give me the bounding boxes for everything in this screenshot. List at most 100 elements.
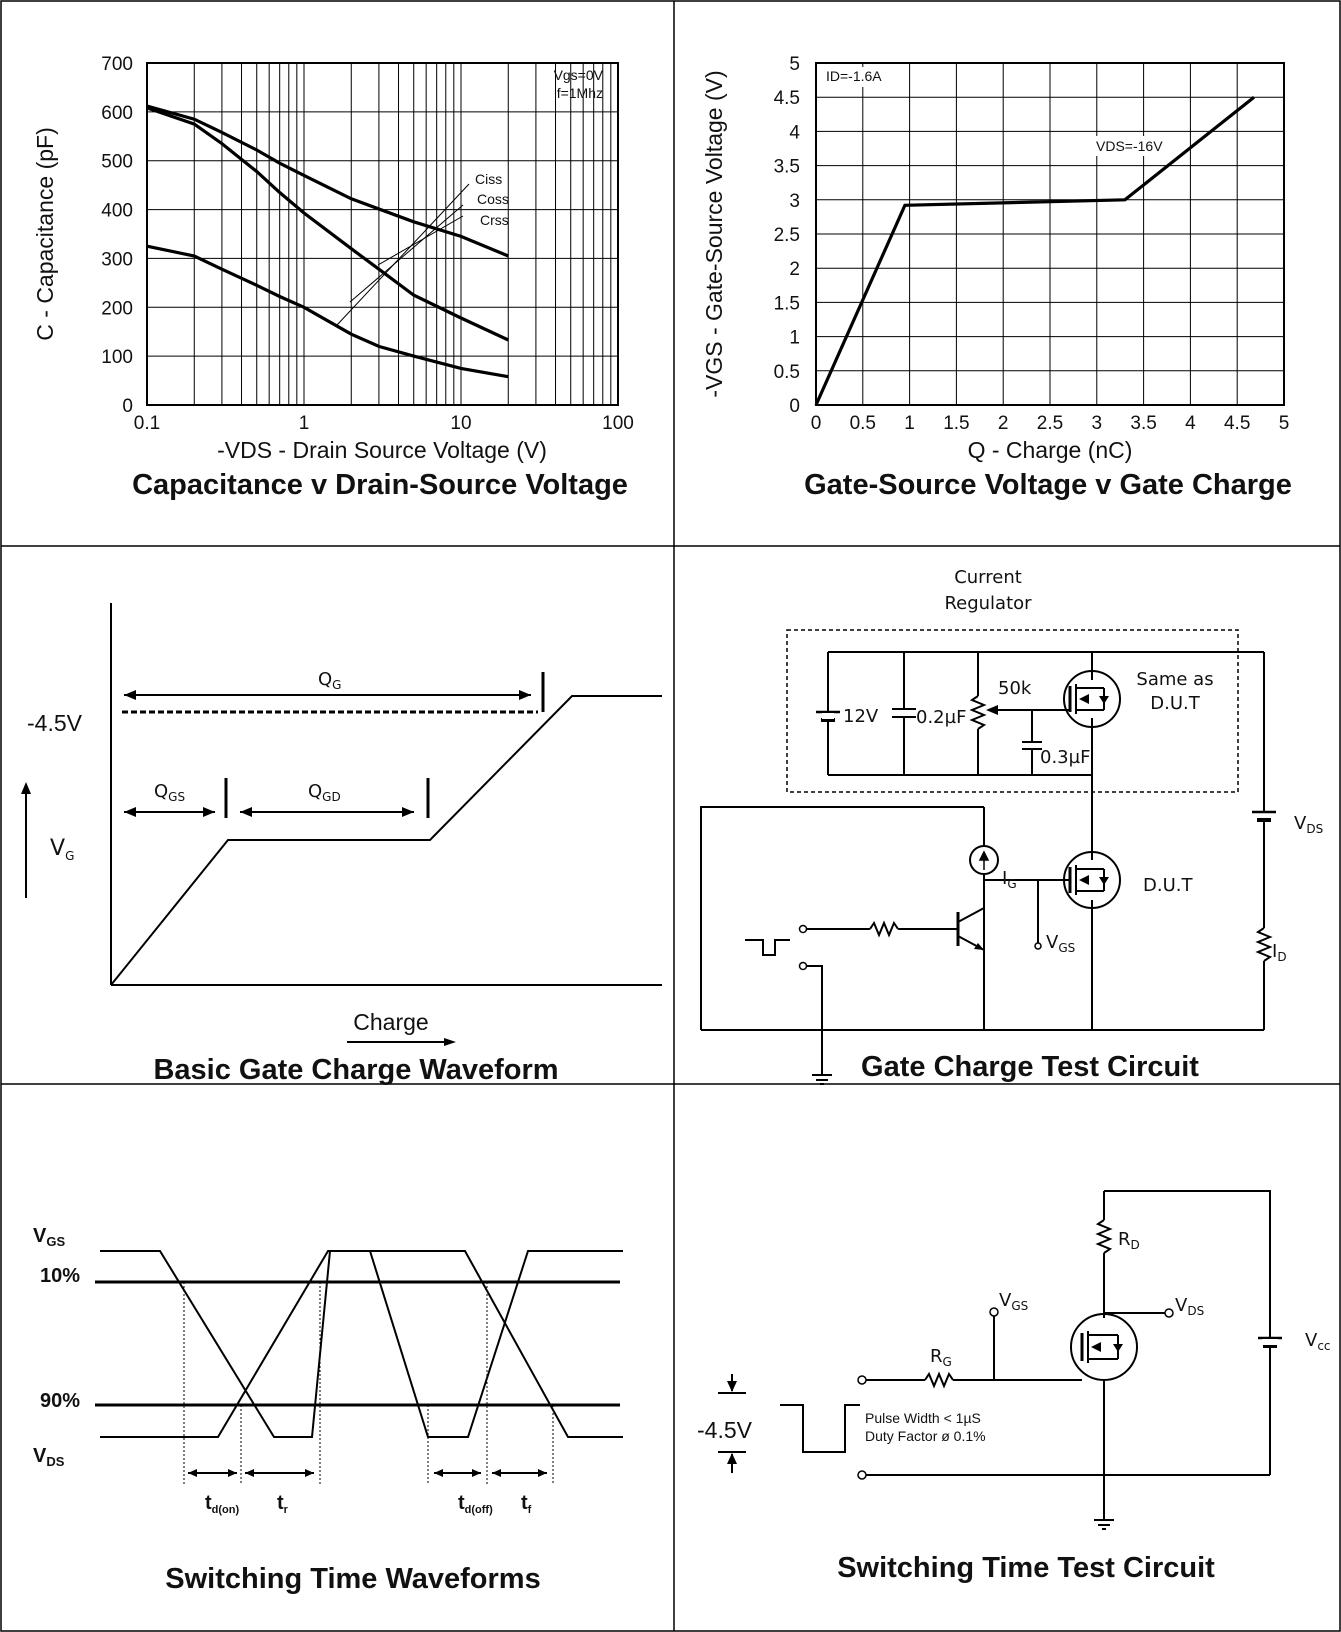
capacitance-y-label: C - Capacitance (pF) [32, 127, 58, 340]
qg-label: QG [318, 669, 341, 692]
gate-charge-x-tick: 5 [1279, 413, 1290, 434]
gate-charge-plot-frame [815, 62, 1285, 406]
regulator-label-2: Regulator [944, 593, 1032, 614]
legend-crss: Crss [480, 212, 509, 228]
switching-waveforms: VGS 10% 90% VDS td(on) tr td(off) tf Swi… [33, 1225, 623, 1595]
vcc-wire [1104, 1190, 1271, 1475]
gate-charge-x-tick: 4.5 [1224, 413, 1250, 434]
switching-waveform-title: Switching Time Waveforms [165, 1563, 540, 1595]
condition-vgs: Vgs=0V [554, 67, 604, 83]
gate-charge-x-tick: 1.5 [943, 413, 969, 434]
capacitance-legend: Ciss Coss Crss [336, 171, 509, 326]
condition-freq: f=1Mhz [557, 85, 603, 101]
capacitance-x-tick: 0.1 [134, 413, 160, 434]
pulse-width-note: Pulse Width < 1µS [865, 1410, 981, 1426]
sw-level-label: -4.5V [697, 1417, 753, 1443]
timing-arrowheads [188, 1469, 547, 1477]
capacitance-x-label: -VDS - Drain Source Voltage (V) [217, 437, 547, 463]
switching-circuit-title: Switching Time Test Circuit [837, 1552, 1215, 1584]
tf-label: tf [521, 1492, 532, 1516]
capacitance-x-tick: 100 [602, 413, 634, 434]
npn-collector [957, 907, 985, 923]
gate-charge-grid [815, 62, 1285, 406]
gate-charge-x-tick: 3.5 [1130, 413, 1156, 434]
switching-mosfet-icon [1070, 1313, 1138, 1381]
capacitance-y-tick: 200 [101, 298, 133, 319]
regulator-label-1: Current [954, 567, 1022, 588]
annotation-id: ID=-1.6A [826, 68, 882, 84]
cap1-gap [892, 709, 916, 717]
gate-charge-y-tick: 4 [789, 122, 800, 143]
charge-label: Charge [353, 1009, 428, 1035]
capacitance-x-tick: 1 [299, 413, 310, 434]
vcc-label: Vcc [1305, 1330, 1331, 1353]
gate-charge-chart-title: Gate-Source Voltage v Gate Charge [804, 469, 1292, 501]
cap1-label: 0.2µF [916, 707, 966, 728]
sw-vgs-terminal [989, 1307, 999, 1317]
rg-label: RG [930, 1346, 952, 1369]
capacitance-tick-labels: 0.1 1 10 100 0 100 200 300 400 500 600 700 [101, 54, 634, 434]
capacitance-y-tick: 300 [101, 249, 133, 270]
gate-charge-tick-labels: 0 0.5 1 1.5 2 2.5 3 3.5 4 4.5 5 0 0.5 1 1.5 2 2.5 3 3.5 4 4.… [774, 54, 1290, 434]
gate-charge-x-tick: 4 [1185, 413, 1196, 434]
battery-gap [822, 713, 834, 719]
sw-circuit-vds-label: VDS [1175, 1295, 1204, 1318]
gate-voltage-trace [110, 695, 662, 986]
id-resistor [1255, 927, 1273, 962]
switching-test-circuit: RD VDS Vcc RG VGS [697, 1190, 1331, 1584]
ig-label: IG [1002, 868, 1017, 891]
rd-label: RD [1118, 1229, 1140, 1252]
level-arrowhead-top [727, 1381, 737, 1392]
sw-vds-terminal [1164, 1308, 1174, 1318]
vgs-label: VGS [1046, 932, 1075, 955]
capacitance-chart-title: Capacitance v Drain-Source Voltage [132, 469, 628, 501]
sw-10-label: 10% [40, 1265, 80, 1287]
ground-input-wire [806, 965, 823, 1030]
series-ciss-line [146, 104, 509, 258]
gate-charge-y-tick: 5 [789, 54, 800, 75]
dut-mosfet-icon [1063, 851, 1121, 909]
pulse-input-terminal [798, 924, 808, 934]
gate-charge-test-circuit: Current Regulator 12V 0.2µF 50k 0.3µF [700, 567, 1323, 1085]
vgs-trace [100, 1250, 623, 1438]
ground-icon [812, 1074, 832, 1085]
capacitance-x-tick: 10 [450, 413, 471, 434]
capacitance-y-tick: 100 [101, 347, 133, 368]
vds-label: VDS [1294, 813, 1323, 836]
duty-factor-note: Duty Factor ø 0.1% [865, 1428, 986, 1444]
capacitance-plot-frame [146, 62, 619, 406]
capacitance-y-tick: 700 [101, 54, 133, 75]
tdoff-label: td(off) [458, 1492, 493, 1516]
rd-resistor [1095, 1219, 1113, 1254]
series-crss-line [146, 244, 509, 379]
gate-charge-x-label: Q - Charge (nC) [968, 437, 1133, 463]
tr-label: tr [277, 1492, 289, 1516]
sw-90-label: 90% [40, 1390, 80, 1412]
gate-charge-y-tick: 2 [789, 259, 800, 280]
timing-dotted-lines [183, 1282, 554, 1485]
gate-charge-chart: 0 0.5 1 1.5 2 2.5 3 3.5 4 4.5 5 0 0.5 1 1.5 2 2.5 3 3.5 4 4.… [701, 54, 1292, 501]
gate-charge-y-tick: 3.5 [774, 157, 800, 178]
charge-arrowhead [444, 1038, 456, 1046]
qgs-label: QGS [154, 781, 185, 804]
vg-label: VG [50, 836, 74, 863]
same-as-label-1: Same as [1136, 669, 1213, 690]
pot-resistor [969, 695, 987, 730]
gate-charge-waveform: QG -4.5V QGS QGD VG Charge Basic Gate Ch… [21, 603, 662, 1086]
id-label: ID [1272, 941, 1287, 964]
vds-annotation-box [1092, 136, 1172, 156]
gate-circuit-title: Gate Charge Test Circuit [861, 1051, 1199, 1083]
qgd-label: QGD [308, 781, 341, 804]
annotation-vds: VDS=-16V [1096, 138, 1163, 154]
sw-pulse-icon [780, 1404, 860, 1453]
sw-ground-icon [1094, 1519, 1114, 1530]
capacitance-chart: 0.1 1 10 100 0 100 200 300 400 500 600 700 Ciss Cos… [32, 54, 634, 501]
sw-vds-label: VDS [33, 1445, 65, 1469]
dut-label: D.U.T [1143, 875, 1193, 896]
sw-ground-terminal [857, 1470, 867, 1480]
battery-label: 12V [843, 706, 879, 727]
gate-charge-y-tick: 0.5 [774, 362, 800, 383]
